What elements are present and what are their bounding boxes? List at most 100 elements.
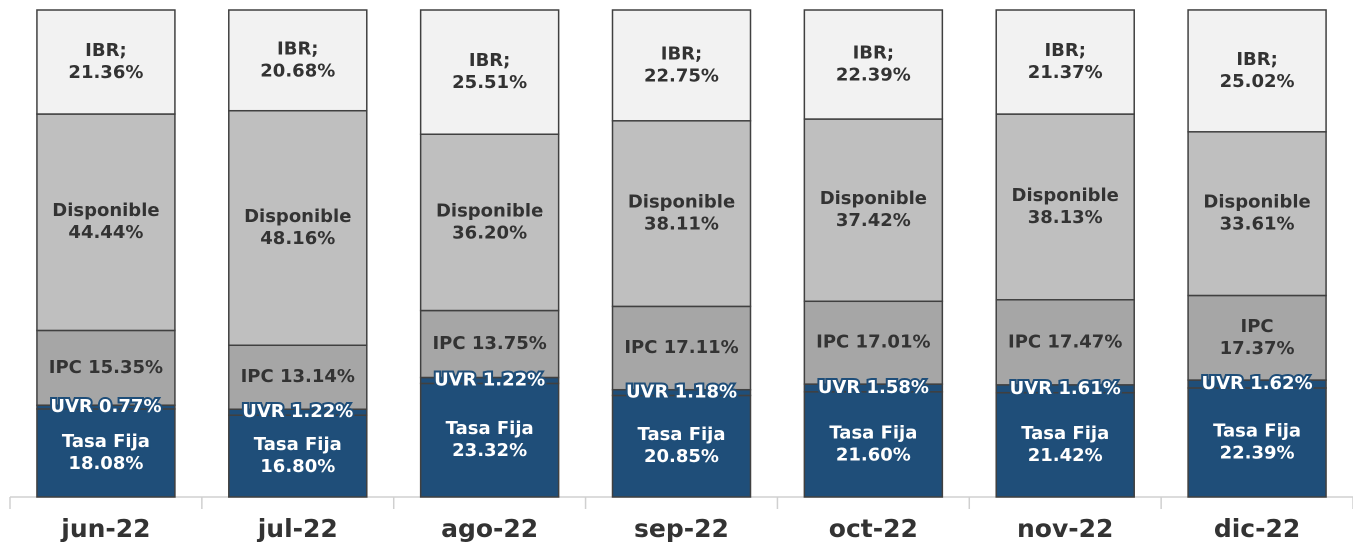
data-label-line: IPC 15.35% [49, 357, 163, 378]
data-label: Disponible 44.44% [52, 200, 159, 243]
bar-segment [36, 9, 176, 115]
bar-segment [1187, 9, 1327, 133]
x-tick-label: nov-22 [1017, 514, 1113, 543]
data-label-line: Tasa Fija [62, 431, 150, 452]
data-label: IBR; 22.39% [836, 43, 911, 86]
bar-segment [36, 329, 176, 406]
data-label-line: IBR; [1044, 40, 1085, 61]
data-label-line: 48.16% [260, 228, 335, 249]
bar-segment [36, 113, 176, 332]
bar-segment [1187, 294, 1327, 381]
data-label-line: IBR; [661, 43, 702, 64]
x-tick-label: oct-22 [829, 514, 918, 543]
bar-segment [228, 109, 368, 347]
data-label: IPC 17.47% [1008, 331, 1122, 352]
bar-segment [228, 414, 368, 498]
data-label-line: Disponible [244, 206, 351, 227]
data-label: Tasa Fija 20.85% [637, 424, 725, 467]
data-label-line: Disponible [52, 200, 159, 221]
data-label-line: 21.60% [836, 444, 911, 465]
data-label-line: Disponible [1203, 192, 1310, 213]
data-label-line: IPC 13.75% [432, 333, 546, 354]
data-label: Tasa Fija 21.42% [1021, 423, 1109, 466]
bar-segment [995, 391, 1135, 498]
data-label: IBR; 21.37% [1028, 40, 1103, 83]
data-label-line: IBR; [469, 50, 510, 71]
bar-segment [803, 9, 944, 120]
bar-segment [419, 9, 560, 135]
bar-segment [611, 120, 752, 308]
data-label: Disponible 33.61% [1203, 192, 1310, 235]
data-label-line: 21.36% [68, 62, 143, 83]
data-label-line: 23.32% [452, 440, 527, 461]
data-label-line: 18.08% [68, 453, 143, 474]
data-label: IBR; 25.02% [1220, 49, 1295, 92]
data-label: Disponible 36.20% [436, 200, 543, 243]
data-label-line: 22.39% [1220, 442, 1295, 463]
data-label-line: Disponible [1012, 185, 1119, 206]
data-label: Tasa Fija 23.32% [446, 418, 534, 461]
data-label: Disponible 48.16% [244, 206, 351, 249]
data-label-line: 21.37% [1028, 62, 1103, 83]
data-label-line: IPC 13.14% [241, 366, 355, 387]
data-label-line: Tasa Fija [446, 418, 534, 439]
data-label-line: Tasa Fija [254, 434, 342, 455]
data-label: IPC 13.75% [432, 333, 546, 354]
data-label: UVR 1.58% [818, 377, 929, 398]
data-label-line: Disponible [436, 200, 543, 221]
data-label: UVR 1.18% [626, 382, 737, 403]
data-label-line: IPC 17.47% [1008, 331, 1122, 352]
x-tick-label: jun-22 [60, 514, 150, 543]
data-label: UVR 1.22% [434, 369, 545, 390]
bar-segment [611, 9, 752, 122]
bar-segment [611, 305, 752, 391]
bar-segment [1187, 131, 1327, 297]
bar-segment [803, 391, 944, 498]
bar-segment [995, 113, 1135, 301]
data-label-line: 21.42% [1028, 445, 1103, 466]
data-label: UVR 1.62% [1202, 373, 1313, 394]
x-tick-label: jul-22 [257, 514, 338, 543]
data-label-line: IBR; [853, 43, 894, 64]
data-label-line: Tasa Fija [1213, 420, 1301, 441]
bar-segment [995, 9, 1135, 115]
data-label-line: 38.11% [644, 214, 719, 235]
data-label-line: Tasa Fija [829, 422, 917, 443]
data-label-line: IPC [1241, 316, 1274, 337]
data-label: UVR 1.22% [242, 401, 353, 422]
x-tick-label: ago-22 [441, 514, 538, 543]
data-label: UVR 0.77% [50, 396, 161, 417]
data-label: Disponible 38.13% [1012, 185, 1119, 228]
bar-segment [995, 299, 1135, 386]
data-label: IPC 17.01% [816, 332, 930, 353]
data-label-line: 38.13% [1028, 207, 1103, 228]
data-label-line: 20.68% [260, 60, 335, 81]
data-label-line: UVR 1.18% [626, 382, 737, 403]
data-label-line: IBR; [277, 38, 318, 59]
data-label-line: IBR; [85, 40, 126, 61]
data-label: Tasa Fija 21.60% [829, 422, 917, 465]
data-label: UVR 1.61% [1010, 378, 1121, 399]
data-label: IBR; 25.51% [452, 50, 527, 93]
data-label-line: 25.51% [452, 72, 527, 93]
bar-segment [419, 309, 560, 379]
data-label-line: Disponible [628, 192, 735, 213]
data-label: IPC 15.35% [49, 357, 163, 378]
data-label-line: 33.61% [1220, 214, 1295, 235]
bar-segment [419, 382, 560, 498]
data-label-line: 22.75% [644, 65, 719, 86]
data-label-line: UVR 1.22% [434, 369, 545, 390]
data-label: Tasa Fija 22.39% [1213, 420, 1301, 463]
data-label-line: IBR; [1236, 49, 1277, 70]
data-label: IBR; 21.36% [68, 40, 143, 83]
data-label-line: 25.02% [1220, 71, 1295, 92]
data-label: IBR; 22.75% [644, 43, 719, 86]
data-label-line: UVR 1.62% [1202, 373, 1313, 394]
data-label: Tasa Fija 18.08% [62, 431, 150, 474]
data-label-line: UVR 1.22% [242, 401, 353, 422]
x-tick-label: sep-22 [634, 514, 729, 543]
bar-segment [803, 118, 944, 303]
bar-segment [228, 9, 368, 112]
data-label: Disponible 38.11% [628, 192, 735, 235]
data-label-line: 37.42% [836, 210, 911, 231]
